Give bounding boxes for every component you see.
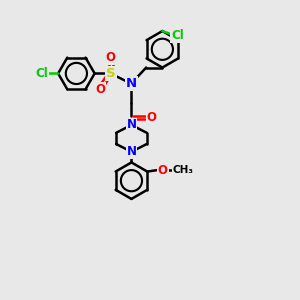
Text: Cl: Cl <box>36 67 48 80</box>
Text: CH₃: CH₃ <box>173 165 194 175</box>
Text: O: O <box>158 164 168 177</box>
Text: N: N <box>126 77 137 90</box>
Text: O: O <box>146 111 157 124</box>
Text: S: S <box>106 67 116 80</box>
Text: O: O <box>95 83 106 96</box>
Text: O: O <box>106 51 116 64</box>
Text: N: N <box>127 118 136 131</box>
Text: Cl: Cl <box>171 29 184 42</box>
Text: N: N <box>127 145 136 158</box>
